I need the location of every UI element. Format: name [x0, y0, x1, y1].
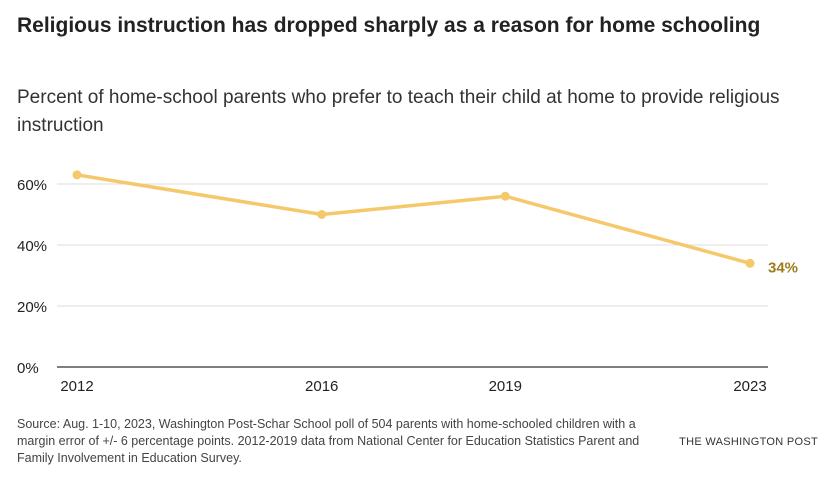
x-tick-label: 2023 [733, 378, 766, 395]
y-tick-label: 40% [17, 238, 47, 255]
end-value-label: 34% [768, 259, 798, 276]
y-tick-label: 0% [17, 360, 39, 377]
series-layer [72, 170, 755, 268]
series-line [75, 173, 752, 266]
x-tick-label: 2016 [305, 378, 338, 395]
data-point [500, 191, 510, 201]
y-axis-ticks: 0% 20% 40% 60% [17, 177, 47, 377]
source-note: Source: Aug. 1-10, 2023, Washington Post… [17, 417, 640, 465]
data-point [745, 258, 755, 268]
data-point [317, 210, 327, 219]
line-chart: 0% 20% 40% 60% 2012 2016 2019 2023 34% [17, 170, 798, 395]
y-tick-label: 60% [17, 177, 47, 194]
chart-title: Religious instruction has dropped sharpl… [17, 14, 761, 37]
chart-subtitle: Percent of home-school parents who prefe… [17, 87, 780, 136]
x-axis-ticks: 2012 2016 2019 2023 [60, 378, 766, 395]
y-tick-label: 20% [17, 299, 47, 316]
x-tick-label: 2012 [60, 378, 93, 395]
gridlines [57, 183, 768, 368]
x-tick-label: 2019 [489, 378, 522, 395]
data-point [72, 170, 82, 180]
data-labels: 34% [768, 259, 798, 276]
publisher-credit: THE WASHINGTON POST [679, 436, 818, 448]
